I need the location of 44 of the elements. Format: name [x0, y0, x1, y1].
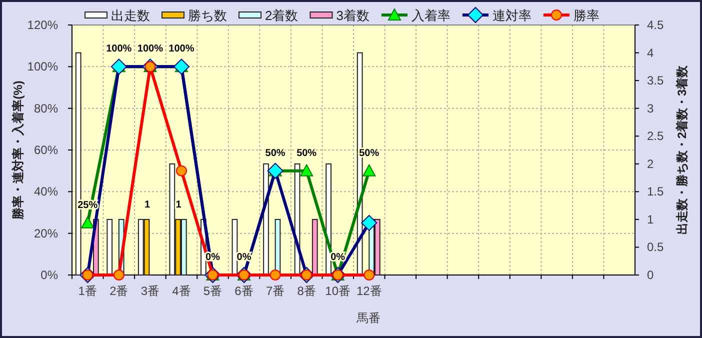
data-label: 50% — [265, 148, 286, 159]
x-tick-label: 5番 — [203, 284, 222, 298]
x-tick-label: 1番 — [78, 284, 97, 298]
y-tick-label: 20% — [34, 226, 58, 240]
legend-label: 連対率 — [492, 8, 532, 23]
y2-tick-label: 1 — [647, 212, 654, 226]
y2-tick-label: 1.5 — [647, 184, 664, 199]
data-label: 1 — [176, 199, 182, 210]
x-tick-label: 3番 — [140, 284, 160, 298]
y2-tick-label: 3.5 — [647, 74, 664, 88]
legend-label: 2着数 — [265, 8, 298, 23]
x-tick-label: 2番 — [110, 284, 128, 298]
y-tick-label: 80% — [34, 101, 58, 116]
x-tick-label: 12番 — [356, 284, 382, 298]
y2-tick-label: 2.5 — [647, 129, 664, 144]
x-tick-label: 8番 — [297, 284, 316, 298]
y2-axis-title: 出走数・勝ち数・2着数・3着数 — [675, 64, 689, 235]
y2-tick-label: 4.5 — [647, 18, 664, 32]
y-tick-label: 0% — [40, 268, 58, 282]
y-tick-label: 60% — [34, 143, 58, 157]
legend-label: 出走数 — [111, 8, 150, 23]
y-tick-label: 40% — [34, 184, 58, 199]
y2-tick-label: 0.5 — [647, 240, 664, 254]
y2-tick-label: 0 — [647, 268, 654, 282]
data-label: 50% — [296, 148, 317, 159]
data-label: 100% — [106, 44, 132, 55]
x-tick-label: 4番 — [172, 284, 191, 298]
y2-tick-label: 4 — [647, 46, 654, 60]
data-label: 1 — [144, 199, 150, 210]
y2-tick-label: 2 — [647, 156, 654, 171]
legend-label: 3着数 — [336, 8, 370, 23]
data-label: 100% — [168, 44, 194, 55]
legend-label: 勝ち数 — [188, 8, 227, 23]
y-tick-label: 120% — [27, 18, 58, 32]
y-axis-title: 勝率・連対率・入着率(%) — [11, 80, 25, 220]
data-label: 100% — [137, 44, 164, 55]
x-tick-label: 7番 — [266, 284, 285, 298]
legend-label: 勝率 — [573, 8, 600, 23]
legend-label: 入着率 — [411, 8, 450, 23]
x-tick-label: 10番 — [325, 284, 351, 298]
x-axis-title: 馬番 — [356, 311, 380, 325]
x-tick-label: 6番 — [234, 284, 254, 298]
y2-tick-label: 3 — [647, 101, 654, 116]
y-tick-label: 100% — [27, 60, 58, 74]
